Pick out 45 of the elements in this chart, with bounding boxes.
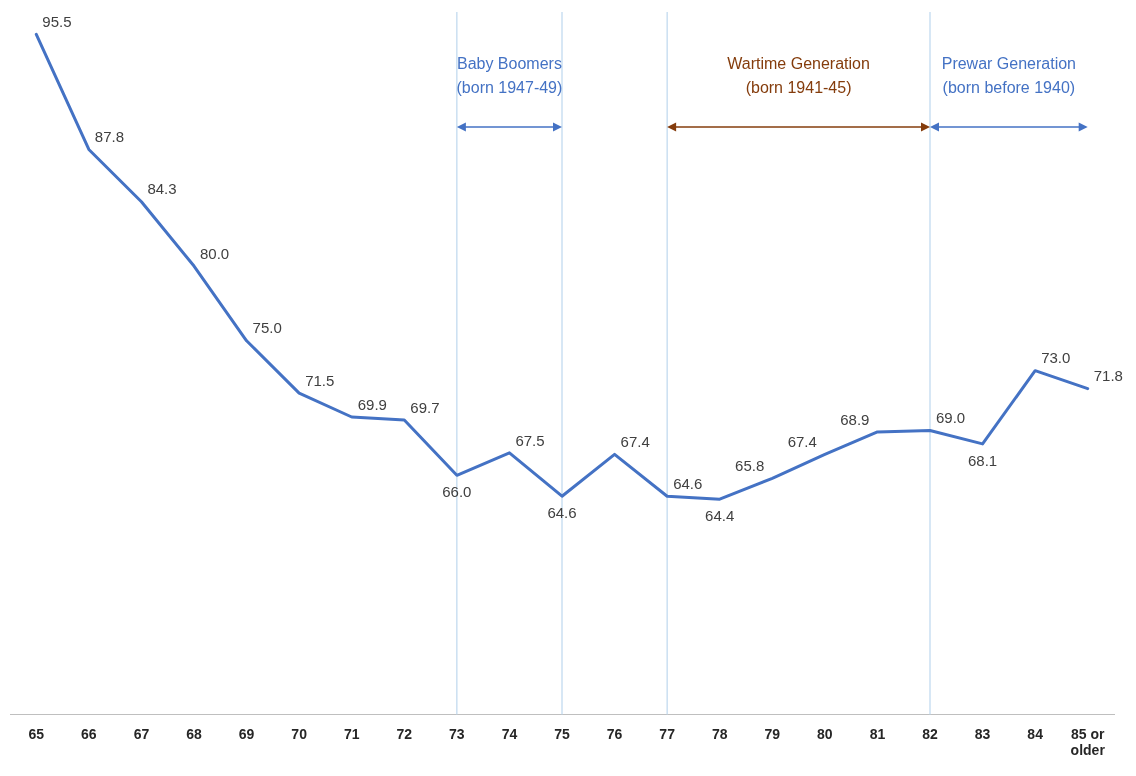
data-label: 64.6 xyxy=(673,474,703,492)
x-tick-label: 84 xyxy=(1027,725,1044,742)
data-label: 87.8 xyxy=(94,128,125,146)
data-label: 69.9 xyxy=(357,395,387,413)
data-label: 95.5 xyxy=(42,13,72,31)
data-label: 73.0 xyxy=(1041,349,1071,367)
x-tick-label: 82 xyxy=(922,725,938,742)
x-tick-label: 81 xyxy=(869,725,886,742)
x-tick-label: 76 xyxy=(606,725,623,742)
x-tick-label: 72 xyxy=(396,725,413,742)
x-tick-label: 80 xyxy=(817,725,833,742)
data-label: 69.7 xyxy=(410,398,440,416)
data-label: 75.0 xyxy=(252,319,282,337)
x-tick-label: 65 xyxy=(28,725,45,742)
data-label: 67.4 xyxy=(620,433,650,450)
annotation: Wartime Generation (born 1941-45) xyxy=(727,55,870,96)
x-tick-label: 68 xyxy=(186,725,202,742)
data-label: 69.0 xyxy=(936,409,966,427)
x-tick-label: 74 xyxy=(501,725,518,742)
x-tick-label: 67 xyxy=(133,725,150,742)
x-tick-label: 83 xyxy=(974,725,991,742)
annotation: Baby Boomers (born 1947-49) xyxy=(456,55,563,96)
data-label: 64.4 xyxy=(705,506,735,524)
data-label: 84.3 xyxy=(147,180,177,198)
data-label: 71.5 xyxy=(305,371,335,389)
x-tick-label: 73 xyxy=(449,725,465,742)
x-tick-label: 75 xyxy=(554,725,570,742)
x-tick-label: 78 xyxy=(711,725,728,742)
annotation: Prewar Generation (born before 1940) xyxy=(941,55,1077,96)
x-tick-label: 79 xyxy=(764,725,781,742)
data-label: 68.1 xyxy=(967,451,998,469)
data-label: 66.0 xyxy=(442,482,472,500)
x-tick-label: 69 xyxy=(238,725,255,742)
x-tick-label: 66 xyxy=(81,725,97,742)
x-tick-label: 71 xyxy=(343,725,360,742)
data-label: 64.6 xyxy=(547,503,577,521)
data-label: 65.8 xyxy=(735,456,765,474)
data-label: 67.5 xyxy=(515,431,545,449)
x-tick-label: 85 or older xyxy=(1070,725,1106,759)
x-tick-label: 77 xyxy=(659,725,676,742)
data-label: 68.9 xyxy=(840,410,870,428)
data-label: 67.4 xyxy=(787,433,817,450)
x-tick-label: 70 xyxy=(291,725,308,742)
data-label: 71.8 xyxy=(1093,367,1123,385)
data-label: 80.0 xyxy=(200,244,230,262)
